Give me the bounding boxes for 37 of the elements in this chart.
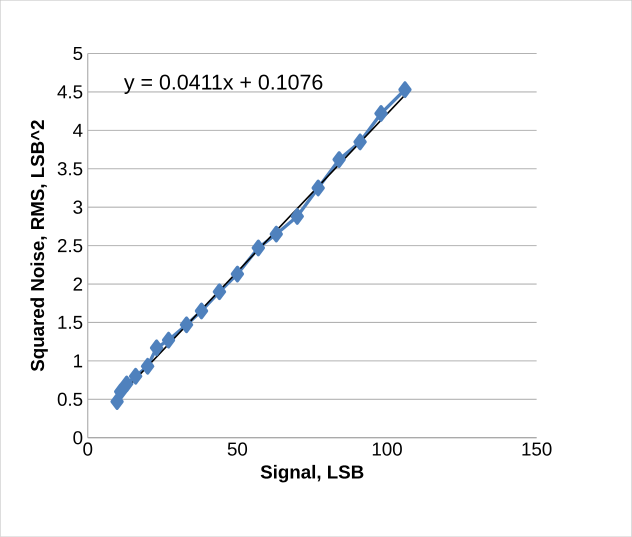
y-tick-label: 4 bbox=[73, 124, 82, 137]
point bbox=[374, 105, 388, 122]
point bbox=[114, 383, 128, 400]
y-tick-label: 0.5 bbox=[58, 392, 82, 406]
point bbox=[212, 283, 226, 300]
y-tick-label: 0 bbox=[73, 431, 82, 444]
x-tick-label: 150 bbox=[522, 442, 552, 456]
point bbox=[194, 302, 208, 320]
x-axis-title: Signal, LSB bbox=[260, 464, 364, 482]
x-tick-label: 100 bbox=[372, 442, 402, 456]
y-tick-label: 2 bbox=[74, 278, 82, 291]
point bbox=[180, 316, 194, 334]
point bbox=[252, 240, 266, 256]
y-tick-label: 3 bbox=[73, 200, 82, 214]
x-tick-label: 0 bbox=[83, 442, 92, 456]
point bbox=[398, 81, 412, 98]
point bbox=[230, 266, 244, 282]
point bbox=[120, 376, 134, 392]
point bbox=[140, 358, 154, 375]
annotation: y = 0.0411x + 0.1076 bbox=[124, 74, 322, 94]
point bbox=[270, 226, 283, 242]
point bbox=[150, 340, 164, 356]
y-tick-label: 3.5 bbox=[58, 162, 82, 176]
x-tick-label: 50 bbox=[228, 442, 248, 456]
y-tick-label: 4.5 bbox=[57, 85, 82, 99]
point bbox=[332, 151, 346, 168]
point bbox=[290, 208, 304, 225]
point bbox=[128, 368, 142, 385]
point bbox=[110, 393, 124, 410]
point bbox=[353, 134, 367, 150]
point bbox=[312, 180, 325, 196]
y-tick-label: 2.5 bbox=[58, 239, 82, 252]
point bbox=[162, 332, 176, 349]
y-tick-label: 5 bbox=[73, 47, 82, 60]
y-axis-title: Squared Noise, RMS, LSB^2 bbox=[30, 120, 48, 372]
y-tick-label: 1 bbox=[74, 354, 82, 368]
y-tick-label: 1.5 bbox=[58, 316, 82, 330]
